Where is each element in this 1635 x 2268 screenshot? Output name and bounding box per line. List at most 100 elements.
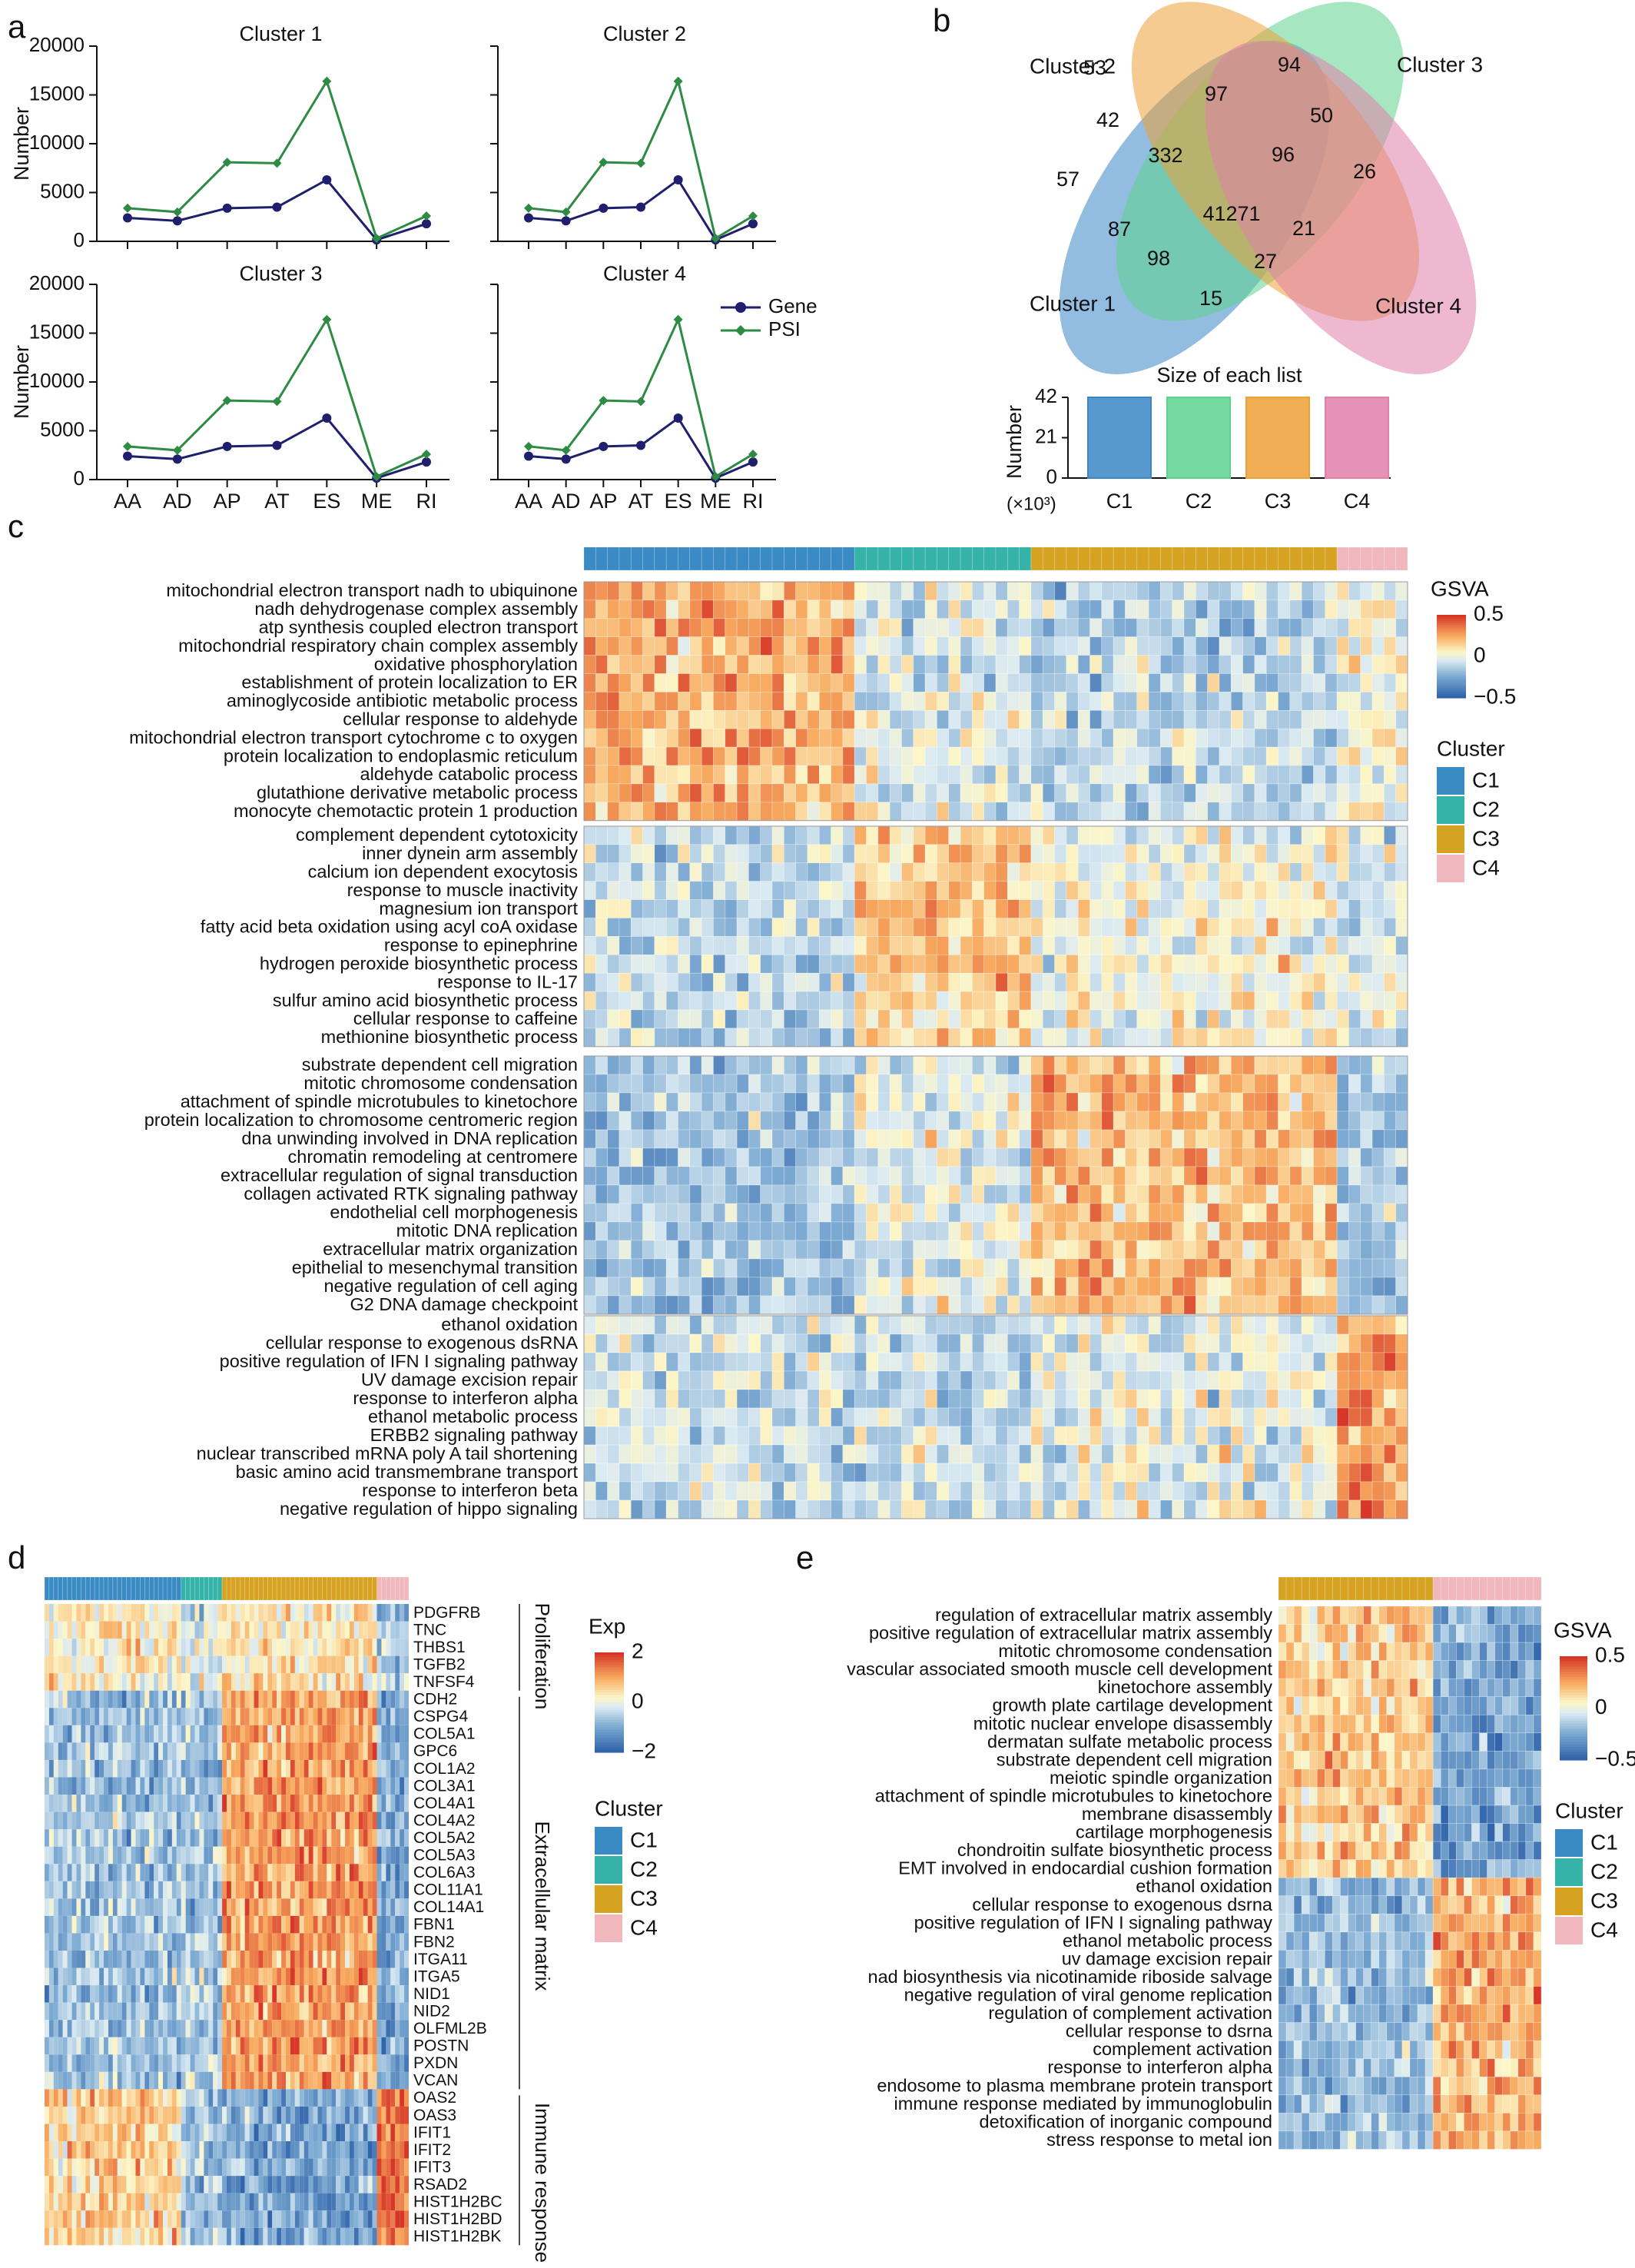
heatmap-cell (1042, 1166, 1055, 1186)
heatmap-cell (1242, 1426, 1255, 1446)
heatmap-cell (272, 1759, 277, 1778)
heatmap-cell (1395, 1166, 1408, 1186)
heatmap-cell (701, 1258, 714, 1278)
heatmap-cell (1242, 692, 1255, 711)
heatmap-cell (258, 1759, 264, 1778)
heatmap-cell (1160, 1444, 1173, 1464)
heatmap-cell (924, 765, 937, 785)
heatmap-cell (404, 1725, 409, 1743)
heatmap-cell (395, 1673, 400, 1691)
heatmap-cell (95, 1795, 100, 1812)
heatmap-cell (1007, 1295, 1020, 1315)
heatmap-cell (654, 692, 667, 711)
heatmap-cell (1172, 918, 1185, 937)
heatmap-cell (1148, 862, 1161, 882)
heatmap-cell (807, 783, 820, 803)
data-point (422, 457, 431, 467)
heatmap-cell (1054, 972, 1067, 992)
heatmap-cell (158, 1742, 164, 1760)
row-label: negative regulation of cell aging (323, 1276, 578, 1296)
heatmap-cell (1101, 728, 1114, 748)
heatmap-cell (1301, 899, 1314, 918)
heatmap-cell (1384, 918, 1396, 937)
heatmap-cell (294, 1708, 300, 1725)
heatmap-cell (807, 618, 820, 637)
heatmap-cell (1207, 844, 1220, 864)
heatmap-cell (1113, 1481, 1126, 1501)
heatmap-cell (842, 1407, 855, 1427)
row-label: sulfur amino acid biosynthetic process (273, 990, 578, 1010)
heatmap-cell (1325, 991, 1338, 1011)
heatmap-cell (1301, 991, 1314, 1011)
cluster-annotation-cell (290, 1576, 296, 1601)
heatmap-cell (1289, 746, 1302, 766)
heatmap-cell (1030, 1444, 1043, 1464)
heatmap-cell (877, 1184, 890, 1204)
colorbar-segment (1437, 685, 1466, 689)
heatmap-cell (340, 1708, 346, 1725)
heatmap-cell (1019, 881, 1032, 900)
heatmap-cell (937, 1315, 950, 1335)
heatmap-cell (924, 1009, 937, 1029)
heatmap-cell (960, 1074, 973, 1094)
heatmap-cell (924, 1074, 937, 1094)
heatmap-cell (322, 1725, 327, 1743)
heatmap-cell (1007, 844, 1020, 864)
heatmap-cell (1136, 1129, 1149, 1149)
heatmap-cell (140, 1759, 145, 1778)
cluster-annotation-cell (217, 1576, 223, 1601)
heatmap-cell (642, 899, 655, 918)
cluster-annotation-cell (330, 1576, 337, 1601)
heatmap-cell (1242, 765, 1255, 785)
heatmap-cell (1160, 709, 1173, 729)
heatmap-cell (1230, 1463, 1243, 1483)
heatmap-cell (1054, 1315, 1067, 1335)
heatmap-cell (654, 1147, 667, 1167)
heatmap-cell (595, 1389, 608, 1409)
heatmap-cell (678, 1184, 691, 1204)
heatmap-cell (267, 1742, 273, 1760)
heatmap-cell (1371, 1315, 1385, 1335)
heatmap-cell (1289, 1426, 1302, 1446)
heatmap-cell (583, 844, 596, 864)
heatmap-cell (1160, 844, 1173, 864)
heatmap-cell (818, 636, 831, 656)
heatmap-cell (877, 692, 890, 711)
heatmap-cell (1336, 1295, 1349, 1315)
heatmap-cell (322, 1777, 327, 1795)
heatmap-cell (713, 1166, 726, 1186)
heatmap-cell (689, 1203, 702, 1223)
heatmap-cell (960, 1111, 973, 1131)
heatmap-cell (1325, 1028, 1338, 1048)
heatmap-cell (924, 1444, 937, 1464)
heatmap-cell (1207, 1370, 1220, 1390)
heatmap-cell (1313, 899, 1326, 918)
heatmap-cell (367, 1742, 373, 1760)
heatmap-cell (1219, 955, 1232, 974)
heatmap-cell (1207, 1055, 1220, 1075)
heatmap-cell (190, 1708, 195, 1725)
heatmap-cell (630, 636, 643, 656)
heatmap-cell (58, 1708, 63, 1725)
heatmap-cell (901, 1166, 914, 1186)
heatmap-cell (736, 1147, 749, 1167)
heatmap-cell (889, 1444, 902, 1464)
heatmap-cell (1384, 1111, 1396, 1131)
heatmap-cell (937, 955, 950, 974)
heatmap-cell (1265, 825, 1278, 845)
heatmap-cell (1125, 1295, 1138, 1315)
heatmap-cell (372, 1673, 377, 1691)
heatmap-cell (583, 636, 596, 656)
heatmap-cell (317, 1639, 323, 1656)
heatmap-cell (937, 936, 950, 955)
heatmap-cell (960, 765, 973, 785)
heatmap-cell (901, 1407, 914, 1427)
heatmap-cell (1230, 1055, 1243, 1075)
heatmap-cell (99, 1777, 104, 1795)
heatmap-cell (795, 1129, 808, 1149)
heatmap-cell (1019, 1352, 1032, 1372)
heatmap-cell (924, 1092, 937, 1112)
heatmap-cell (1042, 581, 1055, 601)
heatmap-cell (607, 692, 620, 711)
data-point (222, 203, 232, 213)
